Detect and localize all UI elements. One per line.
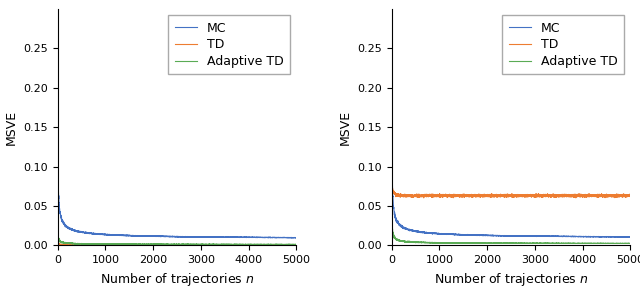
Line: Adaptive TD: Adaptive TD	[58, 205, 296, 244]
Y-axis label: MSVE: MSVE	[4, 110, 17, 145]
MC	[431, 232, 439, 235]
TD	[531, 193, 539, 197]
TD	[431, 193, 439, 196]
Line: MC: MC	[58, 0, 296, 238]
Line: TD: TD	[392, 188, 630, 198]
MC	[388, 5, 396, 8]
Adaptive TD	[292, 243, 300, 246]
TD	[388, 187, 396, 191]
TD	[566, 194, 573, 198]
Legend: MC, TD, Adaptive TD: MC, TD, Adaptive TD	[502, 15, 624, 74]
Y-axis label: MSVE: MSVE	[339, 110, 352, 145]
TD	[232, 243, 239, 247]
MC	[250, 236, 258, 239]
MC	[288, 236, 296, 240]
X-axis label: Number of trajectories $n$: Number of trajectories $n$	[100, 271, 254, 287]
Line: TD: TD	[58, 238, 296, 245]
MC	[232, 235, 239, 239]
MC	[627, 235, 634, 239]
Adaptive TD	[250, 243, 258, 246]
MC	[623, 235, 631, 239]
TD	[145, 243, 153, 247]
MC	[566, 235, 573, 238]
TD	[292, 243, 300, 247]
TD	[197, 243, 205, 247]
MC	[197, 235, 205, 239]
X-axis label: Number of trajectories $n$: Number of trajectories $n$	[434, 271, 588, 287]
TD	[627, 194, 634, 197]
TD	[543, 194, 551, 197]
Adaptive TD	[197, 243, 205, 246]
TD	[97, 243, 105, 247]
Adaptive TD	[613, 242, 621, 245]
Adaptive TD	[566, 242, 573, 245]
Adaptive TD	[209, 242, 217, 246]
TD	[584, 193, 592, 197]
MC	[543, 234, 551, 238]
Adaptive TD	[388, 159, 396, 163]
Adaptive TD	[97, 242, 105, 246]
Adaptive TD	[531, 241, 539, 245]
Adaptive TD	[54, 203, 61, 207]
Adaptive TD	[627, 242, 634, 245]
MC	[584, 235, 592, 238]
Line: MC: MC	[392, 7, 630, 237]
Adaptive TD	[584, 242, 592, 245]
MC	[292, 236, 300, 239]
TD	[388, 186, 396, 190]
MC	[209, 235, 217, 239]
Adaptive TD	[232, 243, 239, 246]
TD	[250, 243, 258, 247]
Adaptive TD	[273, 243, 280, 246]
Adaptive TD	[431, 241, 439, 244]
Adaptive TD	[543, 241, 551, 245]
TD	[479, 194, 487, 197]
Adaptive TD	[145, 242, 153, 246]
MC	[97, 232, 105, 236]
Line: Adaptive TD: Adaptive TD	[392, 161, 630, 244]
TD	[209, 243, 217, 247]
Adaptive TD	[479, 241, 487, 245]
MC	[531, 234, 539, 238]
Legend: MC, TD, Adaptive TD: MC, TD, Adaptive TD	[168, 15, 290, 74]
TD	[282, 243, 290, 247]
TD	[572, 196, 580, 200]
TD	[54, 236, 61, 240]
MC	[145, 234, 153, 238]
MC	[479, 233, 487, 237]
